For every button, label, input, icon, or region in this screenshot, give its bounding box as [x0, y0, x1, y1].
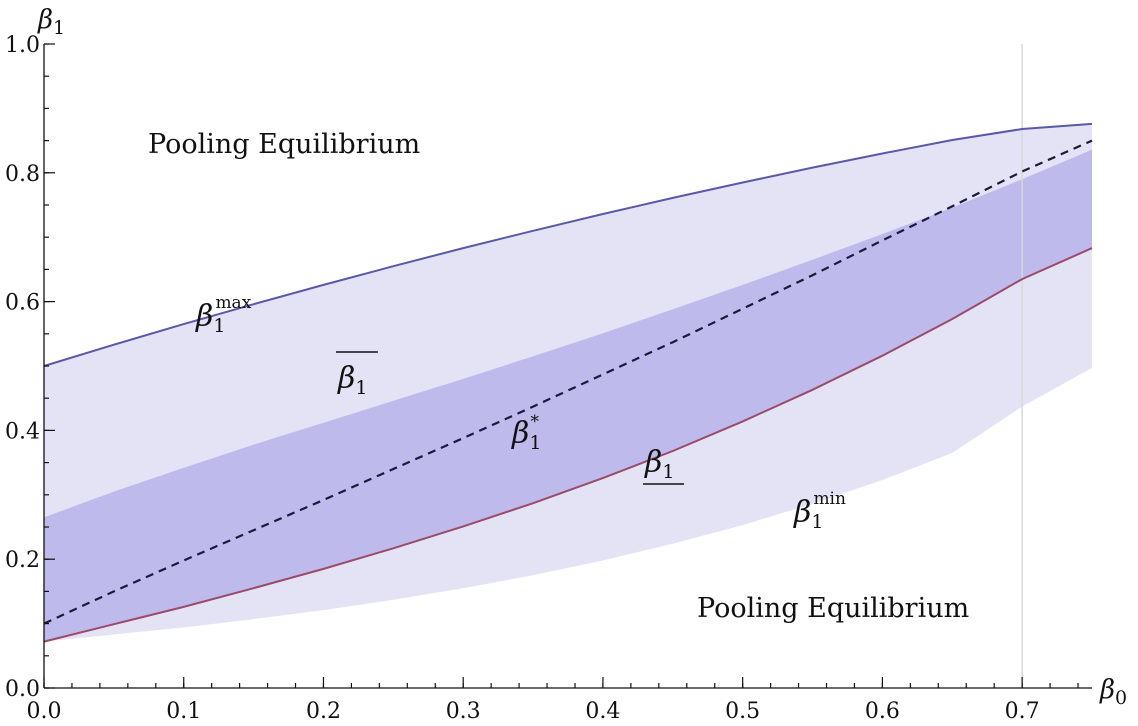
pooling-bottom-label: Pooling Equilibrium [697, 593, 969, 624]
x-tick-label: 0.2 [306, 699, 341, 724]
y-axis-label: β1 [37, 5, 65, 39]
beta1-min-label: β1min [793, 489, 846, 533]
x-tick-label: 0.5 [725, 699, 760, 724]
curve-beta1_max [43, 122, 1093, 367]
x-tick-label: 0.7 [1005, 699, 1040, 724]
beta1-lower-label: β1 [643, 445, 684, 485]
beta1-upper-label: β1 [336, 351, 378, 399]
band-beta1_lower-beta1_upper [44, 149, 1092, 642]
svg-text:β1: β1 [337, 361, 367, 399]
y-tick-label: 0.0 [5, 677, 40, 702]
x-tick-label: 0.0 [27, 699, 62, 724]
y-tick-label: 0.4 [5, 419, 40, 444]
x-tick-label: 0.4 [585, 699, 620, 724]
beta1-star-label: β1* [511, 412, 541, 454]
y-tick-label: 0.6 [5, 291, 40, 316]
svg-text:β1: β1 [644, 445, 674, 483]
beta1-max-label: β1max [195, 293, 252, 337]
chart-bands [44, 123, 1092, 642]
y-tick-label: 1.0 [5, 33, 40, 58]
y-tick-label: 0.8 [5, 162, 40, 187]
chart-curves [43, 122, 1093, 643]
pooling-top-label: Pooling Equilibrium [148, 129, 420, 160]
x-tick-label: 0.1 [166, 699, 201, 724]
y-tick-label: 0.2 [5, 548, 40, 573]
x-axis-label: β0 [1099, 675, 1127, 709]
axis-ticks: 0.0 0.1 0.2 0.3 0.4 0.5 0.6 0.7 0.0 0.2 0.4 0.6 0.8 1… [5, 33, 1079, 724]
x-tick-label: 0.3 [446, 699, 481, 724]
curve-beta1_lower [43, 247, 1093, 643]
x-tick-label: 0.6 [865, 699, 900, 724]
